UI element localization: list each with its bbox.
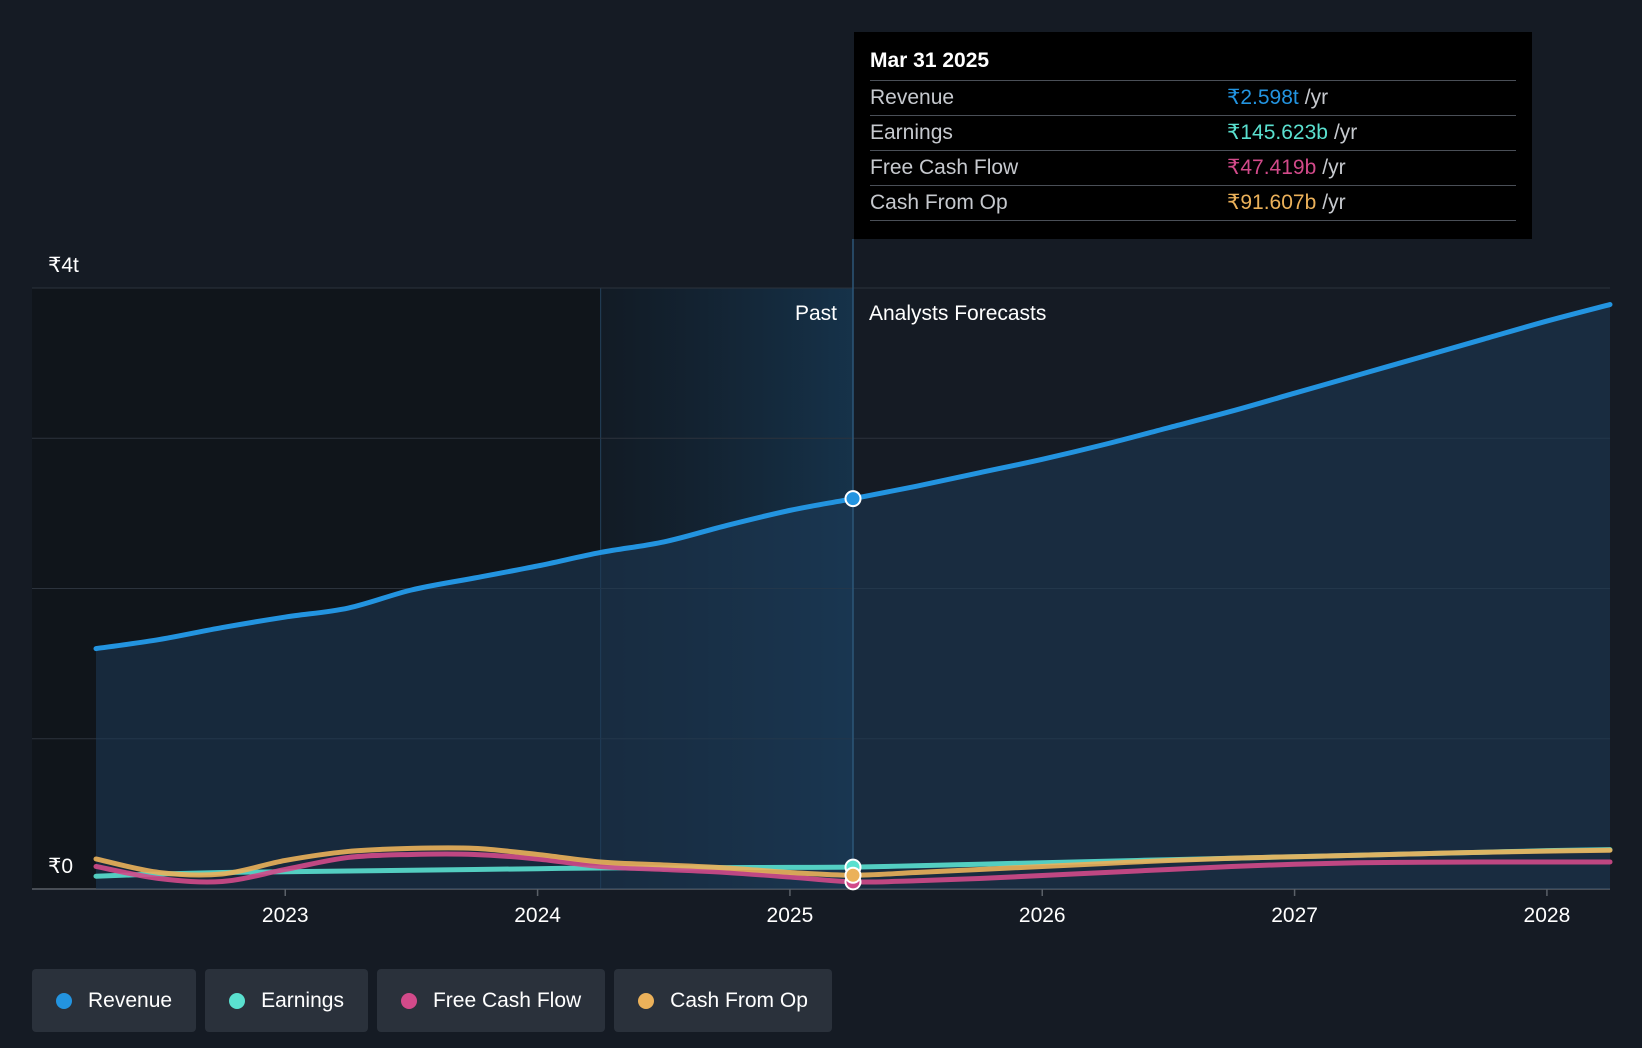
tooltip: Mar 31 2025 Revenue ₹2.598t /yr Earnings… xyxy=(854,32,1532,239)
legend-label: Earnings xyxy=(261,988,344,1012)
legend-item-earnings[interactable]: Earnings xyxy=(205,969,368,1032)
forecast-label: Analysts Forecasts xyxy=(869,302,1046,325)
legend-label: Cash From Op xyxy=(670,988,808,1012)
legend-dot-icon xyxy=(400,992,417,1009)
legend-label: Revenue xyxy=(88,988,173,1012)
hover-markers xyxy=(844,490,862,891)
tooltip-unit: /yr xyxy=(1322,156,1346,179)
tooltip-unit: /yr xyxy=(1333,121,1358,144)
tooltip-value: ₹47.419b xyxy=(1227,156,1317,179)
tooltip-value: ₹91.607b xyxy=(1227,191,1317,214)
marker-cash-from-op xyxy=(844,866,862,884)
tooltip-value: ₹2.598t xyxy=(1227,86,1299,109)
x-tick-label: 2028 xyxy=(1524,904,1571,927)
y-tick-label-zero: ₹0 xyxy=(48,855,73,878)
past-label: Past xyxy=(795,302,837,325)
x-tick-label: 2023 xyxy=(262,904,309,927)
tooltip-row-revenue: Revenue ₹2.598t /yr xyxy=(870,81,1516,116)
legend-item-cash-from-op[interactable]: Cash From Op xyxy=(614,969,832,1032)
tooltip-row-earnings: Earnings ₹145.623b /yr xyxy=(870,116,1516,151)
legend-item-free-cash-flow[interactable]: Free Cash Flow xyxy=(376,969,606,1032)
legend-label: Free Cash Flow xyxy=(432,988,582,1012)
tooltip-unit: /yr xyxy=(1322,191,1346,214)
tooltip-label: Earnings xyxy=(870,121,953,144)
legend-item-revenue[interactable]: Revenue xyxy=(32,969,197,1032)
x-tick-label: 2025 xyxy=(767,904,814,927)
tooltip-row-cash-from-op: Cash From Op ₹91.607b /yr xyxy=(870,186,1516,221)
x-tick-label: 2027 xyxy=(1271,904,1318,927)
legend-dot-icon xyxy=(56,992,72,1009)
x-axis: 2023 2024 2025 2026 2027 2028 xyxy=(262,889,1570,927)
tooltip-label: Revenue xyxy=(870,86,955,109)
tooltip-value: ₹145.623b xyxy=(1227,121,1328,144)
legend: Revenue Earnings Free Cash Flow Cash Fro… xyxy=(32,969,832,1032)
legend-dot-icon xyxy=(638,992,655,1009)
tooltip-row-free-cash-flow: Free Cash Flow ₹47.419b /yr xyxy=(870,151,1516,186)
y-tick-label-max: ₹4t xyxy=(48,254,79,277)
x-tick-label: 2024 xyxy=(514,904,561,927)
tooltip-unit: /yr xyxy=(1304,86,1329,109)
legend-dot-icon xyxy=(229,992,246,1009)
tooltip-date: Mar 31 2025 xyxy=(870,46,1516,81)
x-tick-label: 2026 xyxy=(1019,904,1066,927)
marker-revenue xyxy=(844,490,862,508)
tooltip-label: Cash From Op xyxy=(870,191,1008,214)
tooltip-label: Free Cash Flow xyxy=(870,156,1019,179)
